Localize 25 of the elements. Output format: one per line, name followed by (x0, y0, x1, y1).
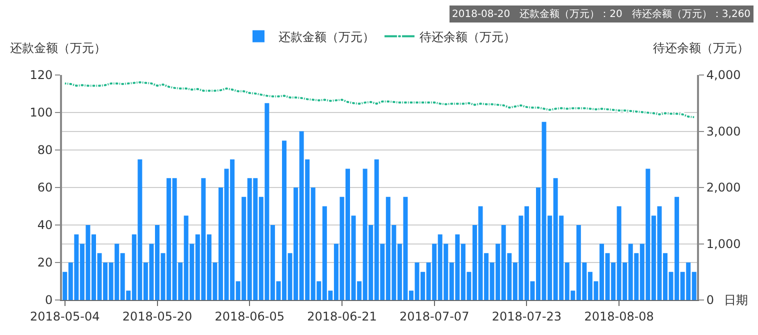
text: 2018-08-20 还款金额（万元）：20 待还余额（万元）：3,260 (452, 9, 751, 20)
y2-tick-label: 0 (706, 293, 714, 308)
y-tick-label: 120 (30, 68, 53, 82)
x-tick-label: 2018-07-23 (492, 309, 562, 324)
x-tick-label: 2018-06-21 (307, 309, 377, 324)
x-tick-label: 2018-05-20 (122, 309, 192, 324)
y2-tick-label: 4,000 (706, 68, 741, 82)
x-tick-label: 2018-08-08 (584, 309, 654, 324)
y-tick-label: 80 (37, 143, 53, 158)
y2-tick-label: 3,000 (706, 124, 741, 138)
legend-label: 待还余额（万元） (420, 30, 516, 44)
x-axis-title: 日期 (724, 293, 748, 307)
y2-tick-label: 2,000 (706, 180, 741, 195)
x-tick-label: 2018-07-07 (399, 309, 470, 324)
y-tick-label: 100 (30, 106, 53, 120)
y-tick-label: 60 (37, 180, 53, 195)
y2-tick-label: 1,000 (706, 236, 741, 251)
y-tick-label: 20 (37, 256, 53, 270)
y2-axis-title: 待还余额（万元） (653, 41, 749, 55)
legend-label: 还款金额（万元） (278, 30, 374, 44)
y-axis-title: 还款金额（万元） (10, 41, 106, 55)
x-tick-label: 2018-06-05 (214, 309, 284, 324)
x-tick-label: 2018-05-04 (30, 309, 100, 324)
y-tick-label: 0 (44, 293, 53, 308)
y-tick-label: 40 (37, 218, 53, 232)
